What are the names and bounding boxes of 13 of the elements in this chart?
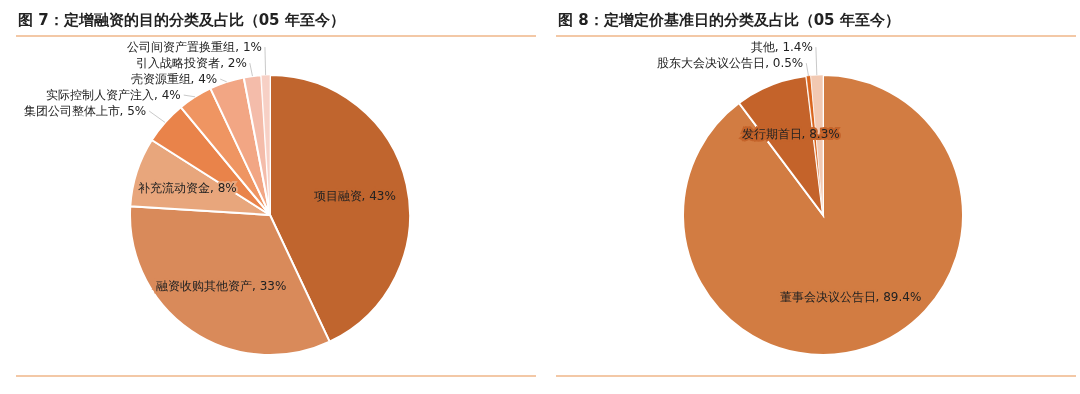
slice-label: 其他, 1.4% [750,39,813,54]
slice-label: 董事会决议公告日, 89.4% [779,289,922,304]
chart-title: 图 7：定增融资的目的分类及占比（05 年至今） [18,11,345,29]
slice-label: 股东大会决议公告日, 0.5% [657,55,804,70]
slice-label: 融资收购其他资产, 33% [156,279,287,294]
slice-label: 实际控制人资产注入, 4% [46,87,181,102]
slice-label: 集团公司整体上市, 5% [23,103,147,118]
slice-label: 项目融资, 43% [313,188,396,203]
slice-label: 引入战略投资者, 2% [136,55,247,70]
slice-label: 公司间资产置换重组, 1% [127,39,262,54]
slice-label: 壳资源重组, 4% [130,71,218,86]
pie-slice [682,74,964,356]
chart-title: 图 8：定增定价基准日的分类及占比（05 年至今） [558,11,900,29]
